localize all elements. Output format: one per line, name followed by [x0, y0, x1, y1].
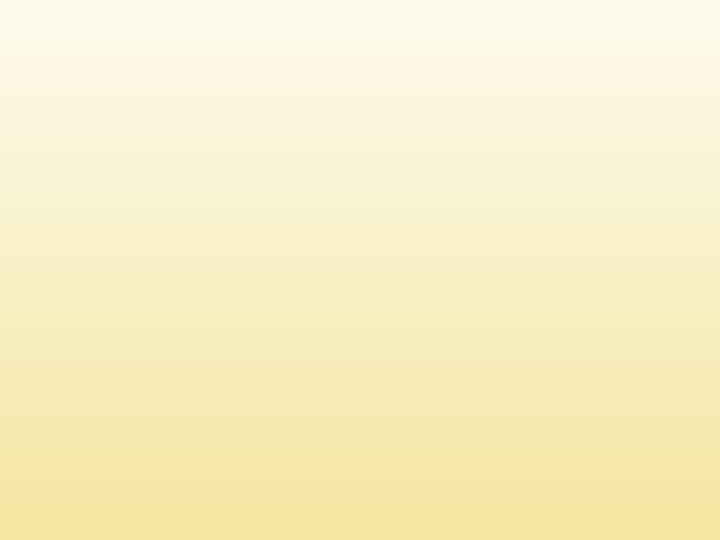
- Text: Rétroaction: Rétroaction: [117, 428, 235, 446]
- FancyBboxPatch shape: [344, 238, 483, 271]
- FancyBboxPatch shape: [344, 420, 483, 454]
- FancyBboxPatch shape: [349, 359, 478, 391]
- Text: Hypothalamus: Hypothalamus: [351, 122, 476, 137]
- Text: FSH: FSH: [447, 307, 481, 322]
- FancyBboxPatch shape: [344, 112, 483, 146]
- Text: Hypophyse: Hypophyse: [366, 246, 462, 261]
- FancyBboxPatch shape: [433, 300, 495, 329]
- Text: GN-RH: GN-RH: [386, 184, 441, 199]
- FancyBboxPatch shape: [364, 176, 464, 207]
- FancyBboxPatch shape: [333, 300, 394, 329]
- Text: Testostérone: Testostérone: [358, 429, 469, 444]
- Text: LH: LH: [352, 307, 374, 322]
- Text: Contrôle de la sécrétion de testostérone:: Contrôle de la sécrétion de testostérone…: [121, 76, 575, 95]
- Text: inhibition: inhibition: [302, 194, 316, 268]
- Text: Testicules: Testicules: [372, 367, 456, 382]
- FancyBboxPatch shape: [107, 72, 631, 100]
